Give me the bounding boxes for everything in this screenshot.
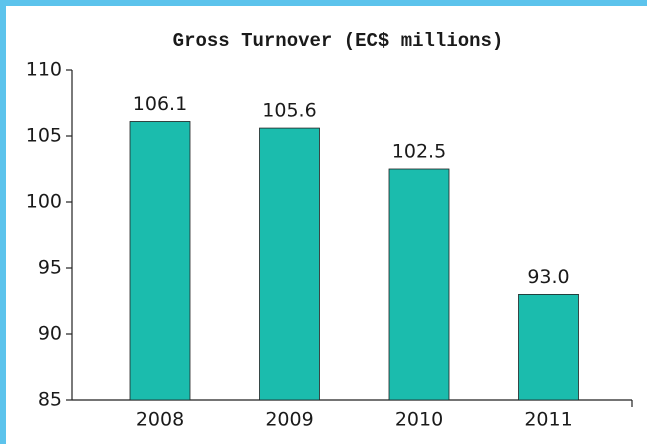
x-tick-label: 2008 [136,409,184,431]
value-label: 106.1 [133,93,187,115]
value-label: 93.0 [527,266,569,288]
value-label: 102.5 [392,141,446,163]
y-tick-label: 100 [26,191,62,213]
bar [388,168,450,401]
bar [259,127,320,401]
bar [129,121,191,401]
x-tick-label: 2009 [265,409,313,431]
frame-top [0,0,647,6]
y-tick-label: 90 [38,323,62,345]
y-tick-label: 95 [38,257,62,279]
y-tick-label: 105 [26,125,62,147]
y-tick-label: 110 [26,59,62,81]
x-tick-label: 2010 [395,409,443,431]
frame-left [0,0,6,444]
chart-title: Gross Turnover (EC$ millions) [173,30,504,52]
value-label: 105.6 [262,100,316,122]
x-tick-label: 2011 [524,409,572,431]
y-tick-label: 85 [38,389,62,411]
bar [518,293,579,401]
